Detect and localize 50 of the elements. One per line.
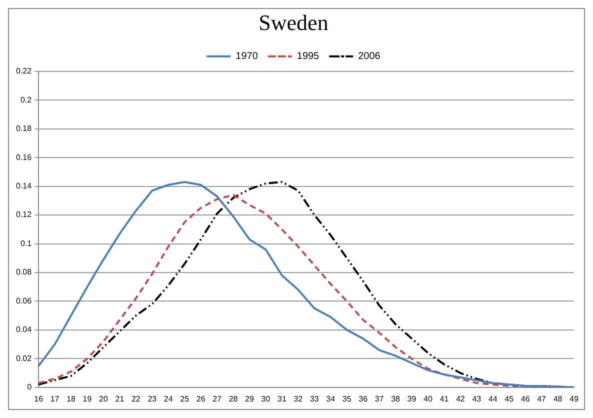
x-tick-label: 40 [424,394,433,404]
x-tick-label: 25 [180,394,190,404]
x-tick-label: 32 [294,394,304,404]
y-tick-label: 0.16 [16,152,32,162]
x-tick-label: 23 [148,394,158,404]
legend-label: 1970 [236,51,258,62]
x-tick-label: 33 [310,394,320,404]
x-tick-label: 41 [440,394,450,404]
x-tick-label: 44 [488,394,498,404]
x-tick-label: 34 [326,394,336,404]
x-tick-label: 17 [50,394,60,404]
y-tick-label: 0.14 [16,182,32,191]
y-tick-label: 0.18 [16,124,32,134]
x-tick-label: 43 [472,394,482,404]
x-tick-label: 28 [228,394,238,404]
x-tick-label: 37 [374,394,384,404]
y-tick-label: 0.12 [16,210,32,220]
x-tick-label: 47 [537,394,547,404]
x-tick-label: 27 [212,394,222,404]
x-tick-label: 22 [131,394,141,404]
x-tick-label: 21 [115,394,125,404]
y-tick-label: 0.06 [16,296,32,306]
x-tick-label: 48 [553,394,563,404]
x-tick-label: 38 [391,394,401,404]
x-tick-label: 45 [504,394,514,404]
x-tick-label: 31 [277,394,287,404]
x-tick-label: 18 [66,394,76,404]
y-tick-label: 0.02 [16,354,32,363]
y-tick-label: 0.1 [20,238,32,248]
x-tick-label: 49 [570,394,579,404]
x-tick-label: 26 [196,394,206,404]
x-tick-label: 19 [82,394,92,404]
x-tick-label: 29 [245,394,254,404]
x-tick-label: 35 [342,394,352,404]
y-tick-label: 0.22 [16,66,32,76]
y-tick-label: 0.08 [16,268,32,277]
x-tick-label: 39 [407,394,417,404]
legend-label: 1995 [296,51,320,62]
x-tick-label: 30 [261,394,271,404]
x-tick-label: 46 [520,394,530,404]
chart-title: Sweden [258,10,328,35]
x-tick-label: 36 [358,394,368,404]
y-tick-label: 0.2 [20,95,32,104]
x-tick-label: 20 [99,394,108,404]
legend-label: 2006 [358,51,381,62]
x-tick-label: 16 [34,394,44,404]
y-tick-label: 0 [27,382,32,392]
y-tick-label: 0.04 [16,325,32,334]
x-tick-label: 42 [456,394,466,404]
x-tick-label: 24 [164,394,174,404]
